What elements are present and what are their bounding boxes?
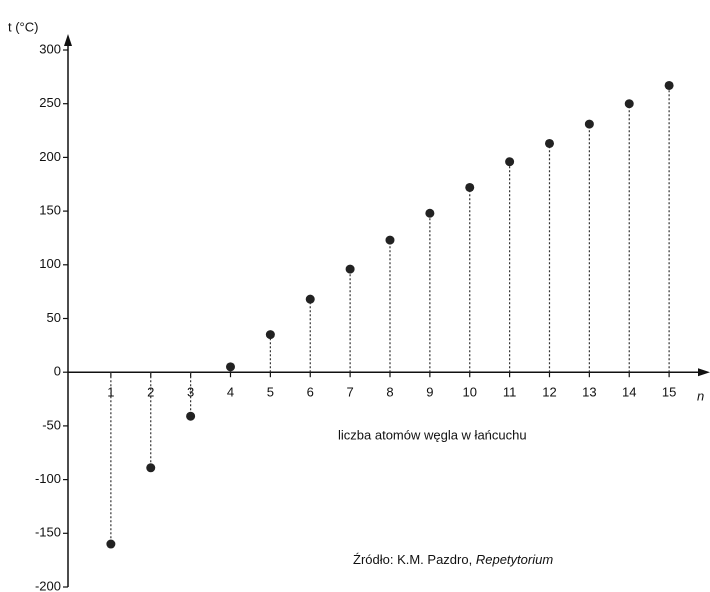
x-axis-label: n — [697, 388, 704, 403]
x-tick-label: 9 — [426, 385, 433, 400]
source: Źródło: K.M. Pazdro, Repetytorium — [353, 552, 553, 567]
x-tick-label: 8 — [386, 385, 393, 400]
source-text: Źródło: K.M. Pazdro, — [353, 552, 472, 567]
y-axis-arrow — [64, 34, 72, 46]
y-tick-label: -150 — [35, 525, 61, 540]
point — [624, 99, 634, 109]
point — [664, 80, 674, 90]
point — [305, 294, 315, 304]
y-tick-label: 300 — [39, 41, 61, 56]
y-tick-label: -200 — [35, 578, 61, 592]
point — [146, 463, 156, 473]
point — [225, 362, 235, 372]
point — [345, 264, 355, 274]
x-axis-arrow — [698, 368, 710, 377]
point — [265, 330, 275, 340]
x-tick-label: 2 — [147, 385, 154, 400]
x-tick-label: 13 — [582, 385, 596, 400]
y-tick-label: -100 — [35, 471, 61, 486]
x-tick-label: 14 — [622, 385, 636, 400]
y-tick-label: 50 — [47, 310, 61, 325]
point — [544, 138, 554, 148]
x-tick-label: 11 — [503, 385, 517, 400]
x-tick-label: 15 — [662, 385, 676, 400]
point — [106, 539, 116, 549]
point — [186, 411, 196, 421]
y-tick-label: 200 — [39, 149, 61, 164]
y-tick-label: 150 — [39, 203, 61, 218]
x-tick-label: 10 — [463, 385, 477, 400]
point — [505, 157, 515, 167]
x-axis-title: liczba atomów węgla w łańcuchu — [338, 427, 527, 442]
x-tick-label: 6 — [307, 385, 314, 400]
x-tick-label: 4 — [227, 385, 234, 400]
x-tick-label: 3 — [187, 385, 194, 400]
x-tick-label: 12 — [542, 385, 556, 400]
point — [385, 235, 395, 245]
y-tick-label: 0 — [54, 364, 61, 379]
point — [425, 208, 435, 218]
y-tick-label: -50 — [42, 417, 61, 432]
point — [465, 182, 475, 192]
x-tick-label: 5 — [267, 385, 274, 400]
x-tick-label: 7 — [347, 385, 354, 400]
x-tick-label: 1 — [107, 385, 114, 400]
y-tick-label: 250 — [39, 95, 61, 110]
y-axis-label: t (°C) — [8, 19, 38, 34]
point — [584, 119, 594, 129]
source-title: Repetytorium — [476, 552, 553, 567]
y-tick-label: 100 — [39, 256, 61, 271]
